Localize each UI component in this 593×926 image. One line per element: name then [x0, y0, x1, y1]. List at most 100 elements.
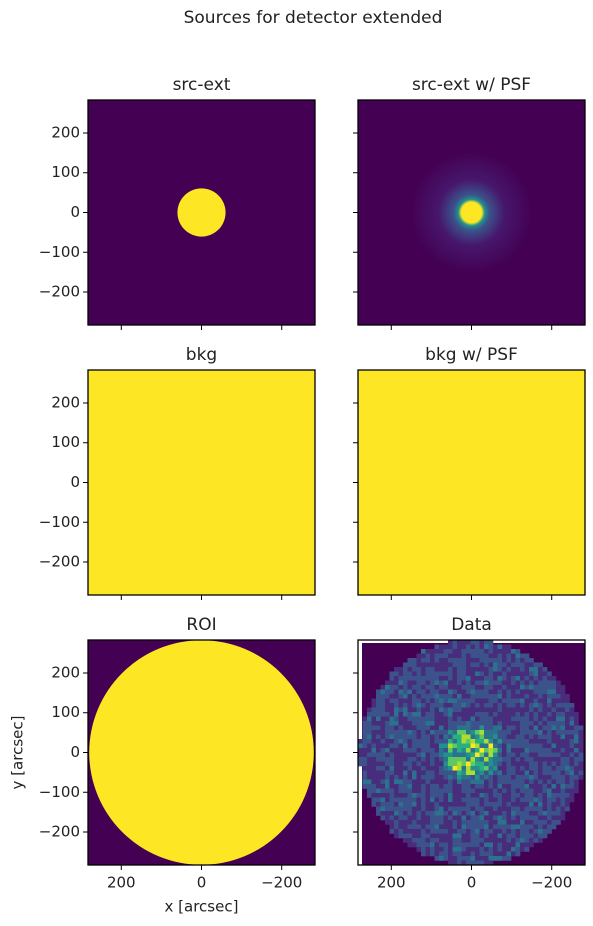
pixel	[578, 734, 584, 740]
pixel	[457, 761, 462, 767]
pixel	[380, 721, 386, 726]
pixel	[421, 770, 426, 776]
pixel	[416, 802, 422, 807]
pixel	[371, 770, 377, 776]
pixel	[497, 725, 503, 731]
pixel	[425, 811, 431, 816]
pixel	[371, 712, 377, 717]
pixel	[376, 689, 381, 695]
pixel	[542, 703, 548, 708]
pixel	[466, 716, 471, 722]
pixel	[556, 716, 561, 722]
pixel	[389, 775, 395, 780]
pixel	[506, 793, 512, 798]
pixel	[551, 806, 557, 812]
pixel	[434, 775, 440, 780]
pixel	[448, 829, 453, 834]
pixel	[560, 757, 566, 762]
pixel	[475, 842, 480, 848]
pixel	[407, 770, 413, 776]
pixel	[434, 667, 440, 672]
pixel	[529, 671, 534, 677]
pixel	[565, 703, 570, 708]
pixel	[542, 820, 548, 825]
pixel	[407, 833, 413, 839]
pixel	[497, 694, 503, 699]
pixel	[367, 752, 372, 758]
pixel	[524, 725, 530, 731]
pixel	[520, 847, 525, 852]
pixel	[362, 734, 368, 740]
pixel	[484, 838, 489, 843]
pixel	[398, 824, 404, 830]
pixel	[475, 680, 480, 686]
pixel	[412, 797, 417, 803]
pixel	[533, 748, 539, 753]
pixel	[493, 838, 498, 843]
pixel	[569, 748, 575, 753]
pixel	[502, 649, 507, 654]
pixel	[434, 833, 440, 839]
y-tick-label: −200	[39, 283, 80, 301]
pixel	[439, 797, 444, 803]
pixel	[470, 716, 476, 722]
pixel	[452, 685, 458, 690]
pixel	[443, 694, 449, 699]
pixel	[470, 662, 476, 668]
pixel	[488, 667, 494, 672]
pixel	[497, 784, 503, 789]
pixel	[452, 820, 458, 825]
pixel	[380, 775, 386, 780]
pixel	[515, 658, 521, 663]
pixel	[412, 752, 417, 758]
pixel	[457, 779, 462, 785]
pixel	[556, 694, 561, 699]
pixel	[560, 806, 566, 812]
pixel	[556, 766, 561, 771]
pixel	[470, 851, 476, 857]
pixel	[412, 811, 417, 816]
pixel	[511, 779, 516, 785]
pixel	[484, 716, 489, 722]
pixel	[421, 766, 426, 771]
pixel	[488, 653, 494, 659]
pixel	[515, 653, 521, 659]
pixel	[425, 698, 431, 704]
pixel	[434, 811, 440, 816]
pixel	[529, 829, 534, 834]
pixel	[484, 793, 489, 798]
pixel	[529, 734, 534, 740]
pixel	[475, 757, 480, 762]
pixel	[389, 671, 395, 677]
pixel	[515, 797, 521, 803]
pixel	[448, 712, 453, 717]
pixel	[479, 779, 485, 785]
pixel	[403, 770, 408, 776]
pixel	[542, 707, 548, 713]
pixel	[430, 707, 435, 713]
pixel	[560, 802, 566, 807]
pixel	[457, 847, 462, 852]
pixel	[502, 757, 507, 762]
pixel	[443, 739, 449, 744]
pixel	[524, 806, 530, 812]
pixel	[520, 716, 525, 722]
pixel	[430, 689, 435, 695]
pixel	[457, 734, 462, 740]
pixel	[421, 707, 426, 713]
pixel	[538, 752, 543, 758]
pixel	[529, 725, 534, 731]
pixel	[439, 658, 444, 663]
pixel	[529, 770, 534, 776]
pixel	[506, 721, 512, 726]
pixel	[403, 838, 408, 843]
pixel	[524, 820, 530, 825]
pixel	[403, 734, 408, 740]
pixel	[538, 761, 543, 767]
pixel	[421, 824, 426, 830]
pixel	[439, 649, 444, 654]
pixel	[520, 658, 525, 663]
pixel	[547, 775, 552, 780]
pixel	[520, 820, 525, 825]
pixel	[484, 802, 489, 807]
